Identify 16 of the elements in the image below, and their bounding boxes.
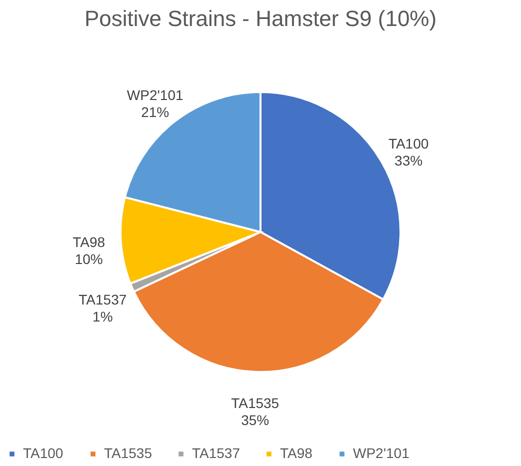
slice-label: TA100 [388,135,429,152]
legend-label: WP2'101 [353,445,410,461]
data-label: 33% [394,152,423,168]
legend-label: TA100 [23,445,64,461]
slice-label: TA1535 [231,394,280,411]
data-label: 10% [74,250,103,267]
data-label: 21% [141,104,170,120]
chart-title: Positive Strains - Hamster S9 (10%) [84,6,437,31]
legend-label: TA98 [280,445,313,461]
legend-label: TA1535 [104,445,152,461]
data-label: 1% [92,308,113,324]
slice-label: TA98 [72,234,106,250]
slice-label: TA1537 [78,291,127,308]
legend-label: TA1537 [192,445,240,461]
data-label: 35% [241,412,270,428]
slice-label: WP2'101 [126,87,184,104]
